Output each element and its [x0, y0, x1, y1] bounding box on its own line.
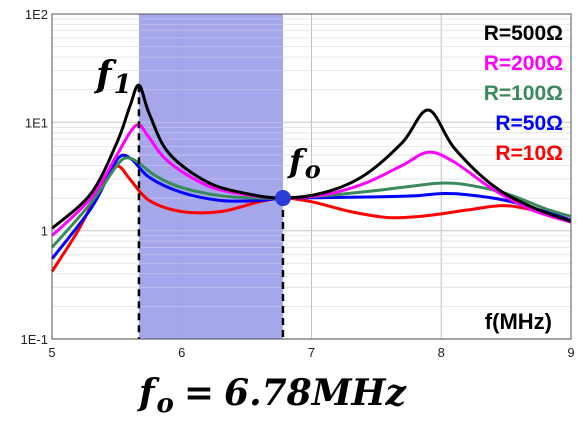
shaded-band [138, 14, 283, 339]
series-layer [50, 83, 572, 273]
y-tick-labels: 1E-1 1 1E1 1E2 [21, 7, 48, 347]
caption: fo = 6.78MHz [136, 372, 408, 419]
x-tick-label: 6 [178, 345, 185, 360]
x-axis-label: f(MHz) [485, 309, 552, 334]
y-tick-label: 1E2 [25, 7, 48, 22]
legend-entry: R=100Ω [484, 82, 563, 105]
x-tick-label: 7 [308, 345, 315, 360]
legend: R=500Ω R=200Ω R=100Ω R=50Ω R=10Ω [484, 22, 563, 165]
y-tick-label: 1E1 [25, 115, 48, 130]
series-line-R=500Ω [51, 83, 572, 230]
x-tick-label: 5 [48, 345, 55, 360]
legend-entry: R=50Ω [495, 112, 563, 135]
x-tick-label: 8 [438, 345, 445, 360]
x-tick-labels: 5 6 7 8 9 [48, 345, 574, 360]
legend-entry: R=10Ω [495, 142, 563, 165]
y-tick-label: 1E-1 [21, 332, 48, 347]
plot-frame [51, 13, 572, 340]
y-tick-label: 1 [41, 224, 48, 239]
fo-point [274, 190, 291, 207]
legend-entry: R=200Ω [484, 52, 563, 75]
x-tick-label: 9 [567, 345, 574, 360]
legend-entry: R=500Ω [484, 22, 563, 45]
